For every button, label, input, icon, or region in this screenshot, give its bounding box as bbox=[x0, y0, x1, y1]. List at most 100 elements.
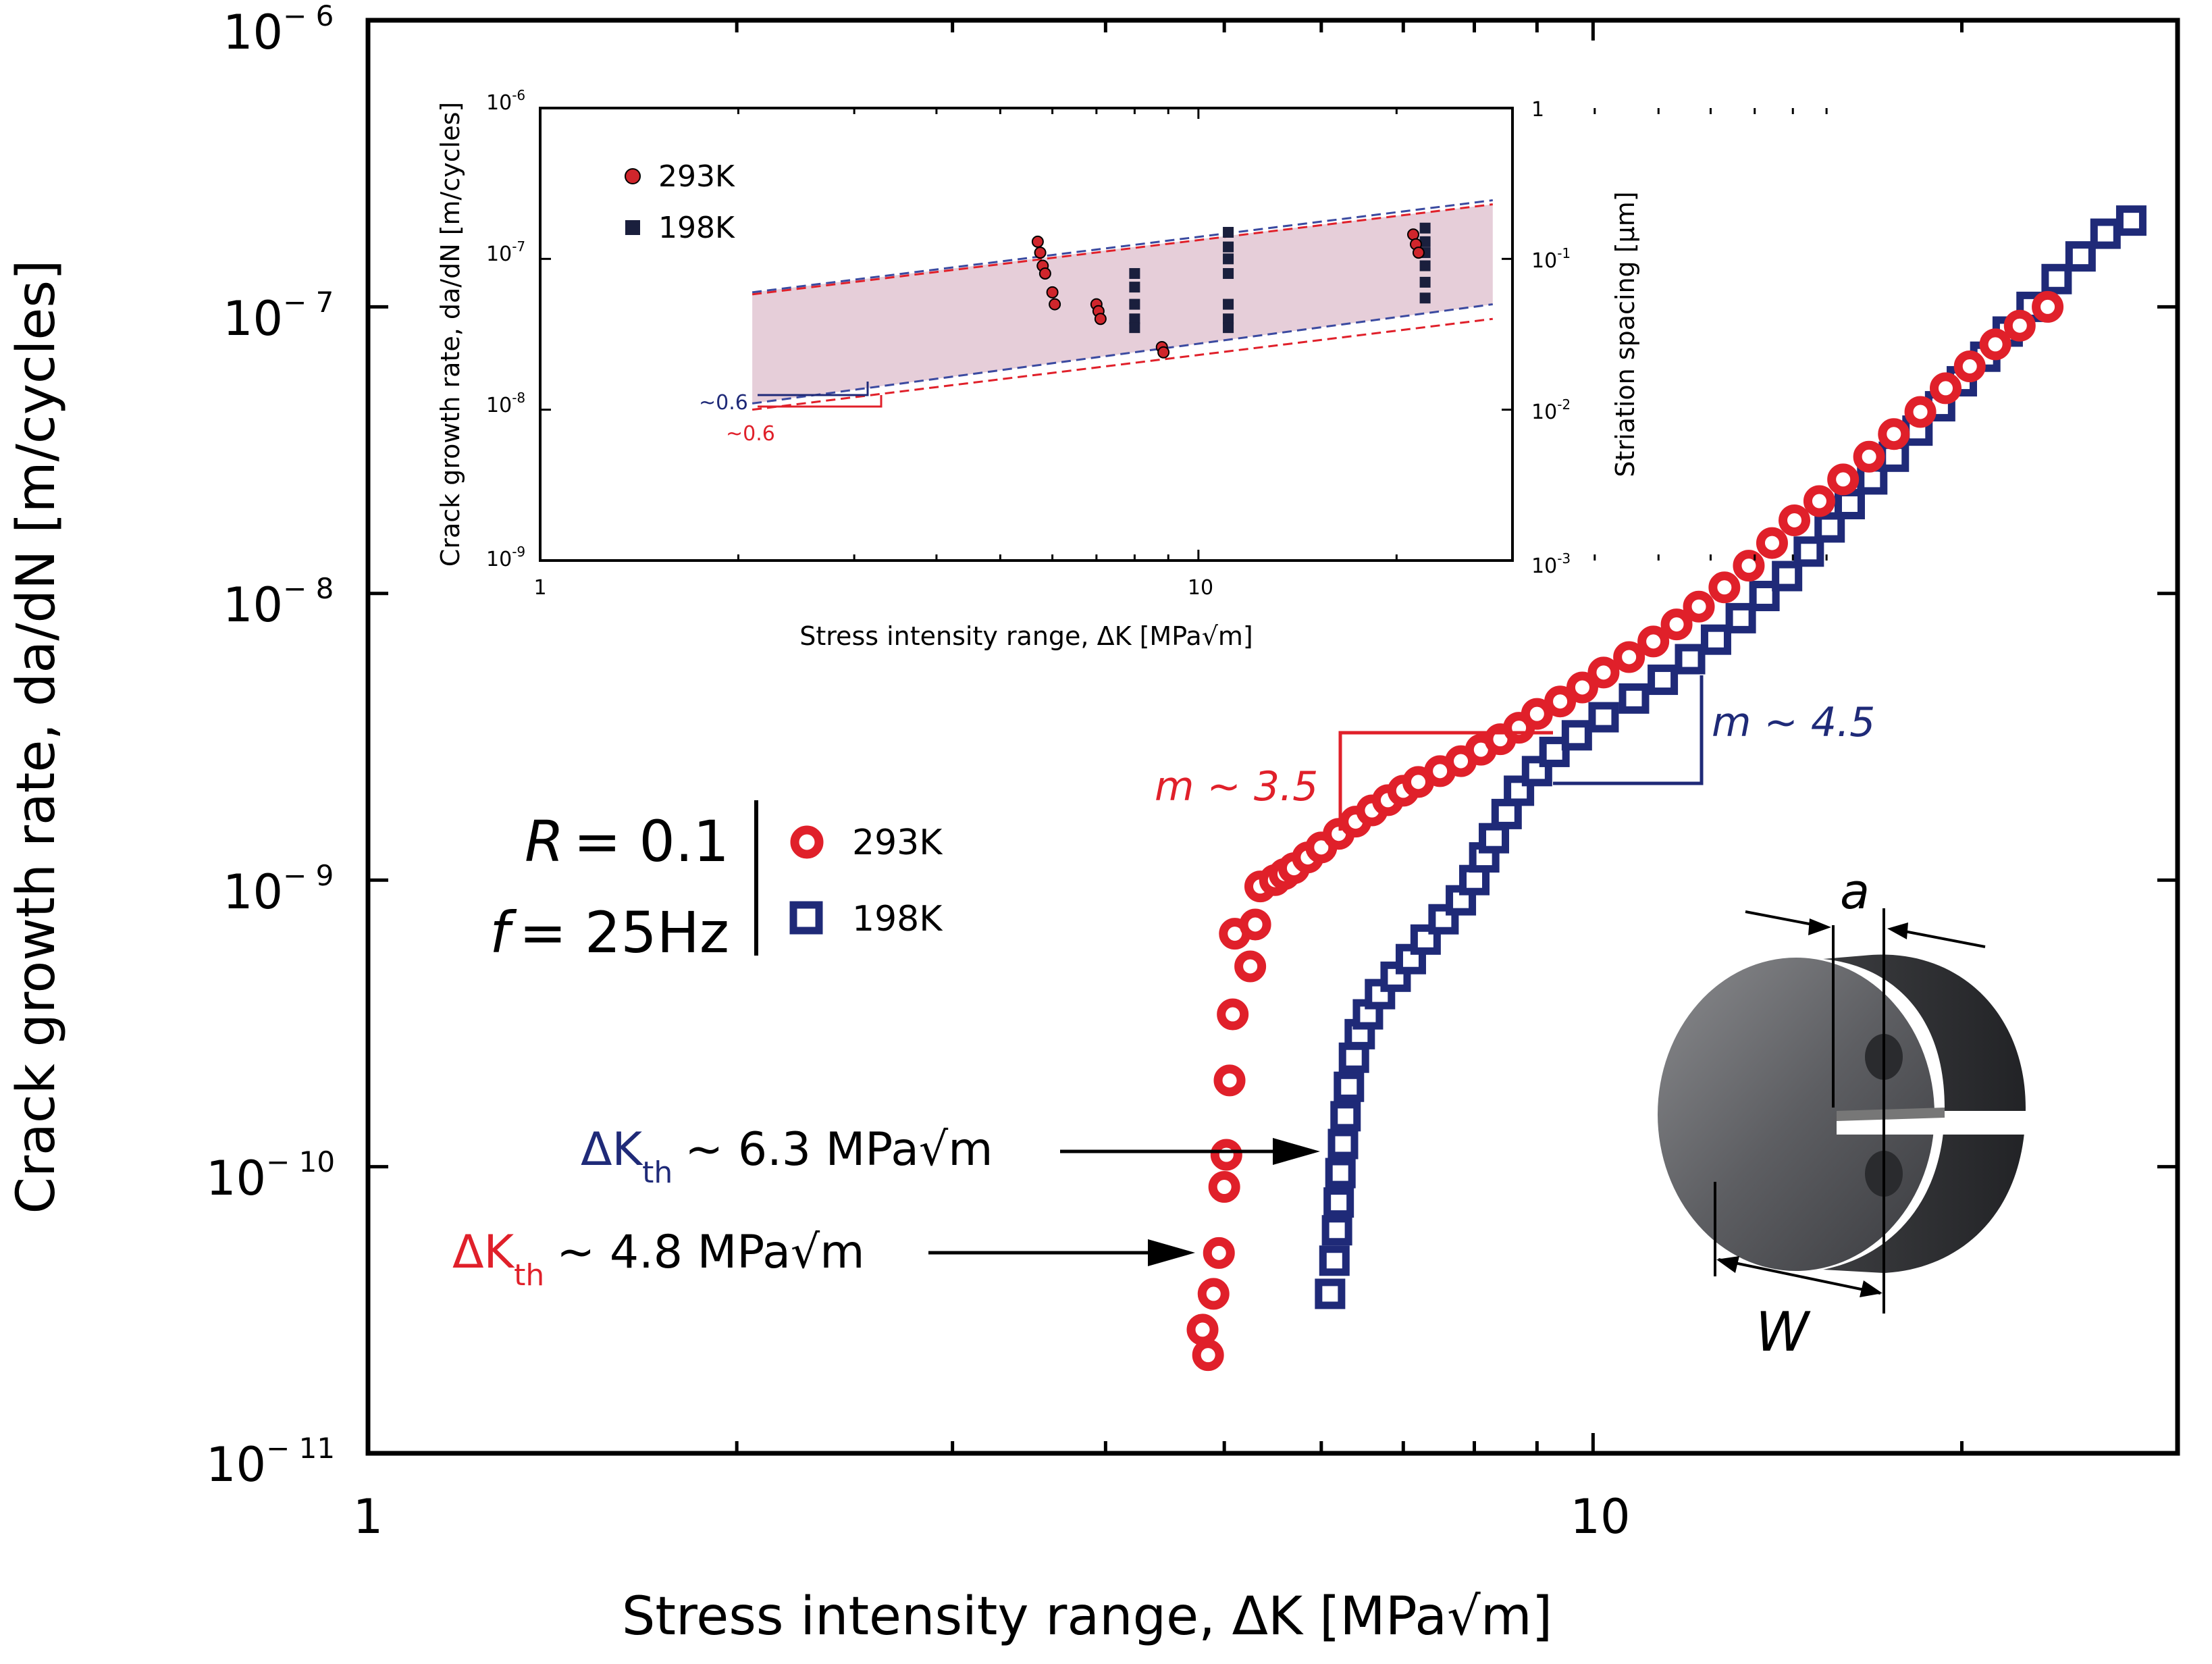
inset-point-293K bbox=[1412, 246, 1425, 259]
x-tick-label-1: 1 bbox=[353, 1489, 384, 1544]
condition-f: f = 25Hz bbox=[490, 900, 729, 966]
y-tick-label-1e-6: 10− 6 bbox=[223, 0, 334, 60]
data-point-198K bbox=[1648, 665, 1679, 696]
data-point-293K bbox=[1930, 372, 1962, 405]
inset-point-198K bbox=[1223, 313, 1234, 325]
inset-point-198K bbox=[1223, 322, 1234, 334]
threshold-arrowhead-293K bbox=[1148, 1239, 1195, 1266]
inset-y-tick-1e-8: 10-8 bbox=[486, 390, 525, 417]
data-point-198K bbox=[1700, 624, 1731, 655]
data-point-293K bbox=[1756, 527, 1788, 559]
data-point-198K bbox=[1315, 1278, 1346, 1309]
inset-y2-axis-title: Striation spacing [μm] bbox=[1610, 191, 1640, 477]
data-point-293K bbox=[1203, 1237, 1235, 1269]
inset-upper-band-293K bbox=[752, 203, 1493, 296]
inset-point-198K bbox=[1223, 267, 1234, 279]
x-tick-label-10: 10 bbox=[1570, 1489, 1630, 1544]
inset-lower-band-293K bbox=[752, 317, 1493, 411]
inset-point-293K bbox=[1038, 267, 1051, 280]
inset-point-198K bbox=[1419, 260, 1431, 271]
y-tick-label-1e-8: 10− 8 bbox=[223, 572, 334, 633]
data-point-293K bbox=[1803, 485, 1835, 517]
data-point-293K bbox=[1208, 1171, 1240, 1203]
inset-y2-tick-1e-3: 10-3 bbox=[1531, 550, 1571, 578]
main-y-tick-labels: 10− 6 10− 7 10− 8 10− 9 10− 10 10− 11 bbox=[206, 0, 335, 1492]
data-point-293K bbox=[1979, 328, 2011, 361]
data-point-293K bbox=[1217, 998, 1249, 1031]
inset-slope-bracket-293K bbox=[758, 395, 883, 408]
inset-y-tick-1e-7: 10-7 bbox=[486, 238, 525, 266]
data-point-198K bbox=[1330, 1101, 1361, 1132]
data-point-198K bbox=[1327, 1128, 1359, 1160]
threshold-label-198K: ΔKth ~ 6.3 MPa√m bbox=[581, 1123, 993, 1190]
data-point-198K bbox=[2041, 263, 2072, 294]
data-point-293K bbox=[1192, 1339, 1224, 1372]
data-point-198K bbox=[1675, 644, 1706, 675]
inset-slope-bracket-198K bbox=[758, 382, 869, 396]
inset-point-198K bbox=[1223, 241, 1234, 253]
data-point-293K bbox=[2032, 290, 2064, 323]
plot-frame bbox=[365, 18, 2180, 1456]
data-point-293K bbox=[1683, 590, 1715, 623]
data-point-293K bbox=[1827, 463, 1860, 496]
data-point-198K bbox=[1319, 1245, 1350, 1276]
slope-label-293K: m ~ 3.5 bbox=[1155, 763, 1318, 810]
data-point-293K bbox=[1660, 608, 1693, 641]
data-point-198K bbox=[2090, 218, 2121, 249]
specimen-label-a: a bbox=[1840, 863, 1870, 920]
data-point-198K bbox=[1793, 536, 1824, 567]
data-point-293K bbox=[1566, 671, 1598, 704]
inset-point-198K bbox=[1129, 282, 1140, 293]
data-point-293K bbox=[1186, 1314, 1219, 1346]
inset-slope-label-293K: ~0.6 bbox=[726, 422, 775, 446]
slope-triangle-198K bbox=[1553, 675, 1704, 785]
series-293K-markers bbox=[1186, 290, 2064, 1372]
y-tick-label-1e-11: 10− 11 bbox=[206, 1432, 335, 1492]
data-point-293K bbox=[1197, 1278, 1230, 1310]
inset-y-tick-1e-9: 10-9 bbox=[486, 544, 525, 571]
data-point-198K bbox=[1618, 683, 1650, 714]
inset-y-axis-title: Crack growth rate, da/dN [m/cycles] bbox=[436, 102, 465, 567]
inset-slope-label-198K: ~0.6 bbox=[699, 391, 748, 415]
inset-legend-label-198K: 198K bbox=[658, 211, 735, 245]
data-point-198K bbox=[1325, 1158, 1356, 1189]
data-point-293K bbox=[1213, 1064, 1246, 1097]
inset-upper-band-198K bbox=[752, 199, 1493, 294]
data-point-293K bbox=[1544, 685, 1577, 718]
data-point-293K bbox=[1853, 440, 1885, 473]
data-point-293K bbox=[1234, 950, 1267, 983]
data-point-293K bbox=[1904, 396, 1937, 428]
y-tick-label-1e-10: 10− 10 bbox=[206, 1145, 335, 1206]
data-point-198K bbox=[1588, 702, 1619, 733]
inset-y2-tick-1e-1: 10-1 bbox=[1531, 245, 1571, 273]
inset-point-293K bbox=[1094, 313, 1107, 326]
data-point-293K bbox=[2003, 309, 2036, 342]
inset-point-198K bbox=[1223, 227, 1234, 238]
y-tick-label-1e-9: 10− 9 bbox=[223, 859, 334, 920]
inset-x-tick-10: 10 bbox=[1188, 576, 1213, 600]
inset-point-198K bbox=[1419, 276, 1431, 288]
inset-shaded-band bbox=[752, 204, 1493, 404]
inset-point-293K bbox=[1031, 235, 1044, 248]
data-point-293K bbox=[1521, 698, 1553, 730]
data-point-198K bbox=[1338, 1042, 1369, 1073]
legend-marker-198K bbox=[789, 901, 823, 935]
inset-legend-label-293K: 293K bbox=[658, 159, 735, 194]
data-point-198K bbox=[1479, 823, 1510, 854]
data-point-198K bbox=[2115, 205, 2147, 236]
data-point-293K bbox=[1779, 504, 1811, 536]
inset-legend-marker-293K bbox=[625, 168, 641, 184]
inset-point-198K bbox=[1419, 292, 1431, 304]
specimen-label-w: W bbox=[1756, 1301, 1811, 1363]
data-point-293K bbox=[1637, 625, 1670, 658]
data-point-198K bbox=[1323, 1187, 1354, 1218]
data-point-198K bbox=[1772, 561, 1803, 592]
slope-triangle-293K bbox=[1338, 731, 1553, 831]
data-point-198K bbox=[1834, 488, 1865, 519]
data-point-198K bbox=[1334, 1071, 1365, 1102]
data-point-293K bbox=[1239, 908, 1271, 941]
inset-point-293K bbox=[1034, 246, 1047, 259]
threshold-arrowhead-198K bbox=[1273, 1138, 1320, 1165]
inset-point-198K bbox=[1419, 236, 1431, 247]
